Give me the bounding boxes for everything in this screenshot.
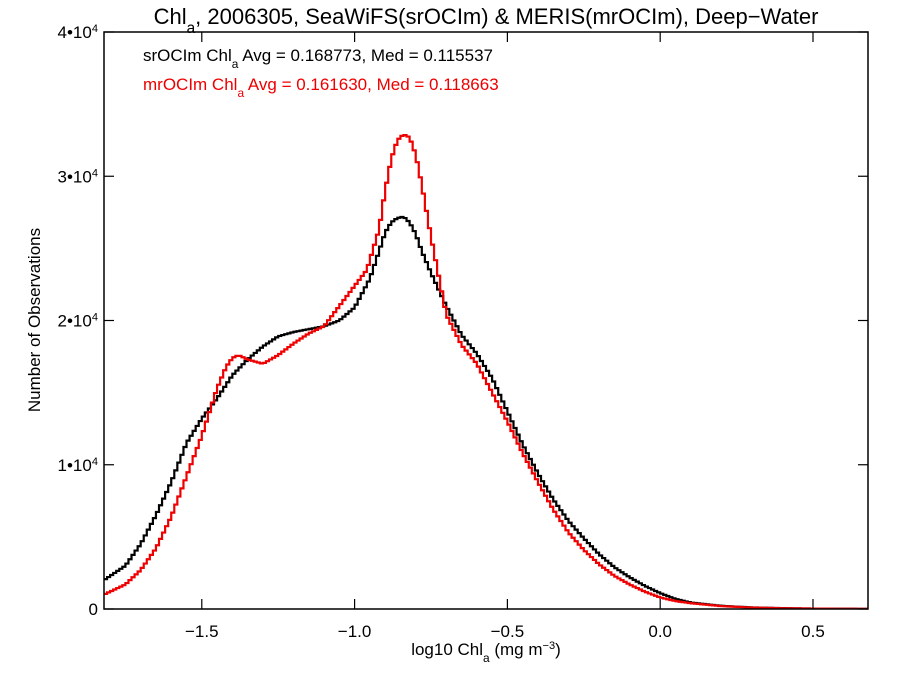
stats-annotation-0: srOCIm Chla Avg = 0.168773, Med = 0.1155… [143,46,493,71]
y-axis-label: Number of Observations [25,228,44,412]
y-tick-label-1: 1•104 [58,456,98,475]
x-tick-label-3: 0.0 [648,622,672,641]
chart-title-part-1: a [187,20,196,37]
series-layer [104,134,868,609]
x-tick-label-0: −1.5 [185,622,219,641]
chart-title: Chla, 2006305, SeaWiFS(srOCIm) & MERIS(m… [154,4,819,37]
chart-title-part-0: Chl [154,4,187,29]
y-tick-label-3: 3•104 [58,167,98,186]
x-tick-label-4: 0.5 [801,622,825,641]
stats-annotation-0-part-2: Avg = 0.168773, Med = 0.115537 [238,46,493,65]
y-tick-label-4: 4•104 [58,23,98,42]
x-axis-label-part-0: log10 Chl [411,640,483,659]
y-tick-label-2: 2•104 [58,312,98,331]
stats-annotation-1: mrOCIm Chla Avg = 0.161630, Med = 0.1186… [143,75,499,100]
x-axis-label-part-3: −3 [543,640,556,652]
histogram-series-1 [104,134,868,609]
chart-title-part-2: , 2006305, SeaWiFS(srOCIm) & MERIS(mrOCI… [195,4,818,29]
x-axis-label-part-1: a [483,651,490,665]
x-tick-label-2: −0.5 [491,622,525,641]
stats-annotation-1-part-1: a [237,86,244,100]
annotations-layer: srOCIm Chla Avg = 0.168773, Med = 0.1155… [143,46,499,100]
stats-annotation-0-part-0: srOCIm Chl [143,46,232,65]
x-axis-label: log10 Chla (mg m−3) [411,640,561,665]
y-tick-label-0: 0 [89,600,98,619]
x-tick-label-1: −1.0 [338,622,372,641]
x-axis-label-part-4: ) [555,640,561,659]
stats-annotation-1-part-2: Avg = 0.161630, Med = 0.118663 [244,75,499,94]
x-axis-label-part-2: (mg m [490,640,543,659]
stats-annotation-0-part-1: a [232,57,239,71]
stats-annotation-1-part-0: mrOCIm Chl [143,75,237,94]
ticks-layer: −1.5 −1.0 −0.5 0.0 0.5 0 1•104 2•104 3•104 4•104 [58,23,868,641]
